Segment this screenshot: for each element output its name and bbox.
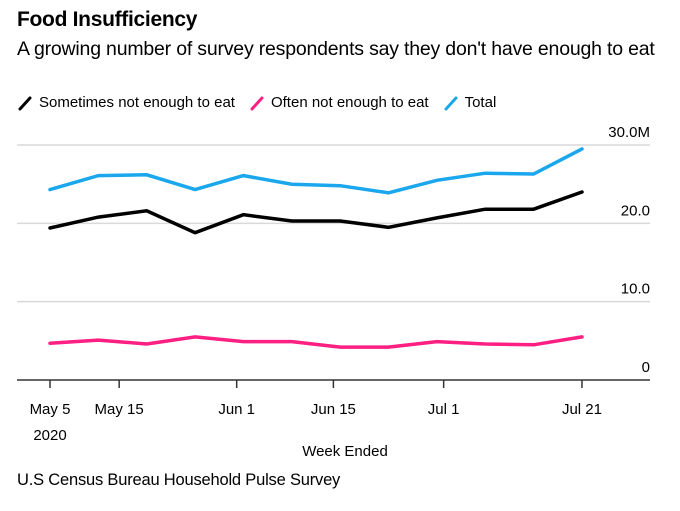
x-tick-label: May 5 [30,401,71,418]
y-tick-label: 10.0 [621,281,650,298]
x-tick-label: May 15 [95,401,144,418]
x-tick-label: Jun 15 [311,401,356,418]
x-tick-label: Jun 1 [218,401,255,418]
series-line-often-not-enough-to-eat [48,335,584,349]
y-tick-label: 20.0 [621,202,650,219]
series-line-total [48,147,584,195]
legend-label: Total [464,94,497,111]
legend-swatch-icon [250,96,264,110]
y-tick-label: 30.0M [608,124,650,141]
x-tick-sublabel: 2020 [33,427,66,444]
x-axis: May 5 2020 May 15 Jun 1 Jun 15 Jul 1 Jul 21 [17,379,650,444]
chart-subtitle: A growing number of survey respondents s… [17,38,655,60]
legend-label: Sometimes not enough to eat [39,94,235,111]
legend-swatch-icon [444,96,458,110]
legend-item-often: Often not enough to eat [249,94,429,111]
x-tick-label: Jul 21 [562,401,602,418]
chart-title: Food Insufficiency [17,8,198,31]
legend-item-sometimes: Sometimes not enough to eat [17,94,235,111]
x-tick-label: Jul 1 [428,401,460,418]
y-tick-label: 0 [642,359,650,376]
legend: Sometimes not enough to eat Often not en… [17,94,510,111]
series-lines [48,147,584,349]
legend-label: Often not enough to eat [270,94,429,111]
x-axis-title: Week Ended [302,443,388,460]
source-note: U.S Census Bureau Household Pulse Survey [17,471,341,489]
legend-item-total: Total [443,94,497,111]
legend-swatch-icon [18,96,32,110]
gridlines [17,144,650,303]
y-axis-labels: 30.0M 20.0 10.0 0 [608,124,650,376]
series-line-sometimes-not-enough-to-eat [48,190,584,235]
